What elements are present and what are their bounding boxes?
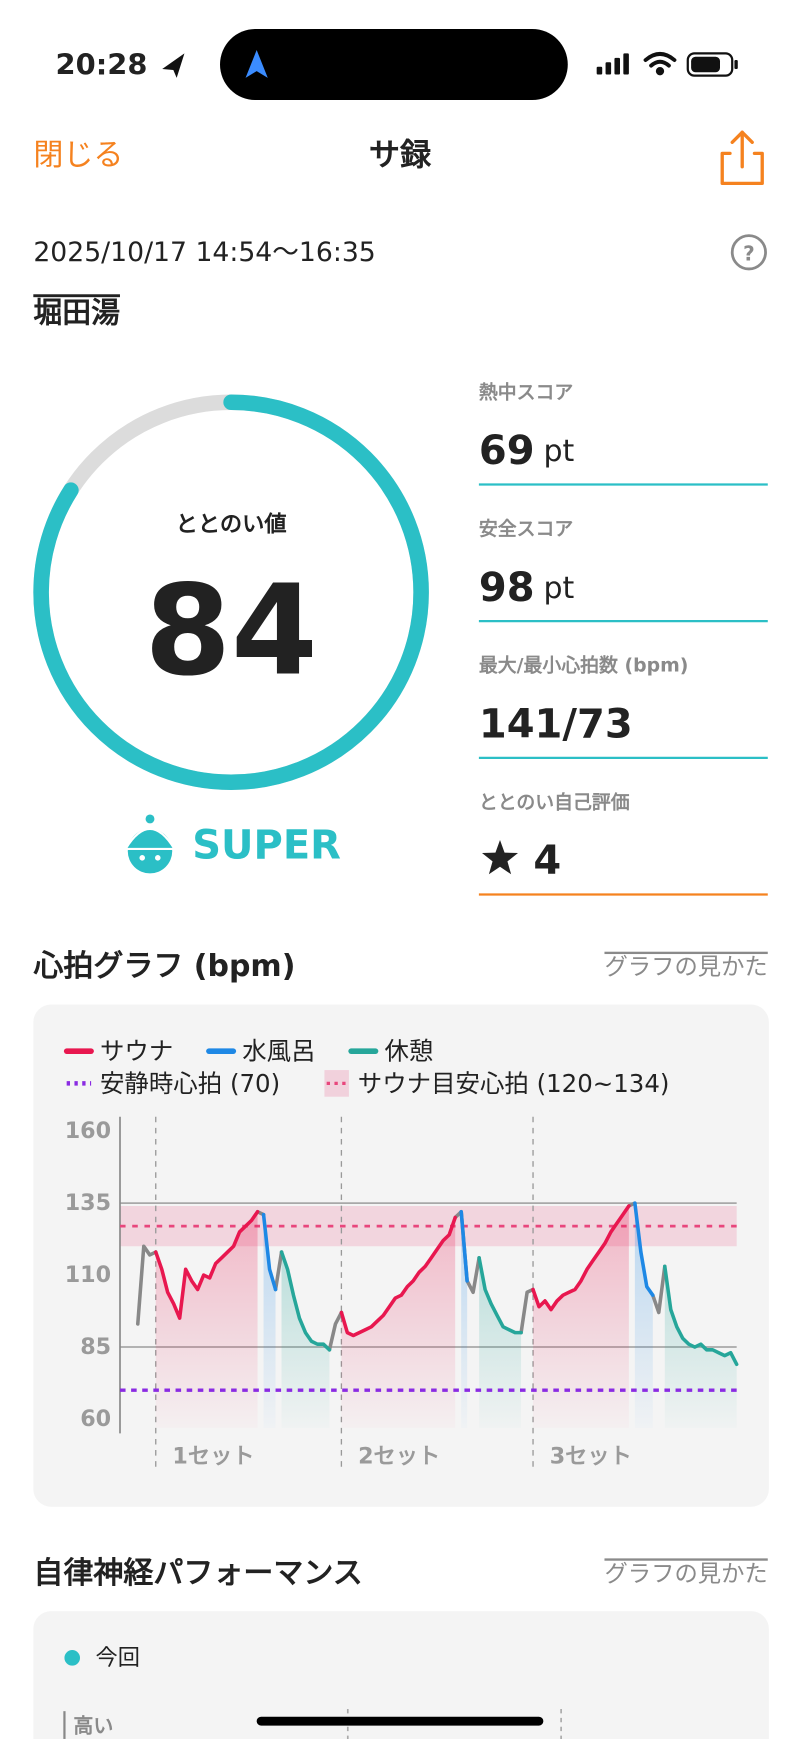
- score-value: 84: [145, 559, 318, 704]
- legend-label: 安静時心拍 (70): [100, 1069, 280, 1098]
- wifi-icon: [643, 52, 677, 76]
- dynamic-island: [220, 28, 568, 101]
- metric-label: 熱中スコア: [479, 380, 573, 403]
- metric-number: 98: [479, 565, 535, 611]
- metric-value: 141/73: [479, 702, 633, 748]
- metric-label: 安全スコア: [479, 517, 573, 540]
- star-icon: [482, 840, 518, 875]
- legend-label: 休憩: [384, 1037, 433, 1066]
- nav-app-icon: [245, 50, 268, 78]
- legend-label: 水風呂: [242, 1037, 315, 1066]
- metric-label: ととのい自己評価: [479, 790, 630, 813]
- legend-dot: [64, 1650, 80, 1666]
- series-area: [281, 1252, 737, 1428]
- series-line: [154, 1204, 631, 1338]
- series-area: [155, 1205, 629, 1428]
- score-label: ととのい値: [176, 512, 287, 538]
- metric-unit: pt: [543, 434, 574, 469]
- axis-label: 高い: [73, 1714, 113, 1738]
- signal-icon: [596, 53, 629, 75]
- set-label: 3セット: [550, 1444, 632, 1470]
- status-time: 20:28: [56, 48, 148, 82]
- y-tick-label: 60: [80, 1406, 111, 1432]
- legend-label: サウナ目安心拍 (120~134): [358, 1069, 670, 1098]
- set-label: 2セット: [358, 1444, 440, 1470]
- y-tick-label: 160: [65, 1118, 111, 1144]
- page-title: サ録: [369, 138, 432, 174]
- help-link[interactable]: グラフの見かた: [604, 953, 767, 981]
- location-icon: [162, 53, 185, 78]
- share-button[interactable]: [720, 130, 764, 186]
- help-button[interactable]: ?: [730, 234, 767, 271]
- place-name[interactable]: 堀田湯: [33, 295, 120, 329]
- rank-icon: [123, 814, 177, 874]
- session-datetime: 2025/10/17 14:54〜16:35: [33, 237, 375, 268]
- series-line: [279, 1250, 739, 1367]
- y-tick-label: 110: [65, 1262, 111, 1288]
- section-title: 心拍グラフ (bpm): [32, 949, 295, 984]
- svg-text:?: ?: [743, 241, 755, 265]
- help-link[interactable]: グラフの見かた: [604, 1559, 767, 1587]
- score-gauge: [33, 394, 429, 791]
- y-tick-label: 85: [80, 1334, 111, 1360]
- metric-number: 69: [479, 428, 535, 474]
- section-title: 自律神経パフォーマンス: [33, 1556, 362, 1591]
- battery-icon: [686, 52, 738, 77]
- set-label: 1セット: [172, 1444, 254, 1470]
- legend-label: 今回: [96, 1645, 140, 1671]
- y-tick-label: 135: [65, 1190, 111, 1216]
- metric-unit: pt: [543, 570, 574, 605]
- metric-number: 141/73: [479, 702, 633, 748]
- close-button[interactable]: 閉じる: [33, 138, 123, 173]
- metric-value: 4: [533, 838, 561, 884]
- gauge-arc: [33, 394, 429, 791]
- metric-label: 最大/最小心拍数 (bpm): [479, 654, 689, 677]
- metric-value: 98 pt: [479, 565, 575, 611]
- rank-label: SUPER: [192, 823, 341, 869]
- legend-label: サウナ: [100, 1037, 173, 1066]
- series-line: [261, 1201, 655, 1297]
- metric-value: 69 pt: [479, 428, 575, 474]
- autonomic-card: [33, 1611, 769, 1739]
- metric-number: 4: [533, 838, 561, 884]
- home-indicator: [256, 1716, 544, 1726]
